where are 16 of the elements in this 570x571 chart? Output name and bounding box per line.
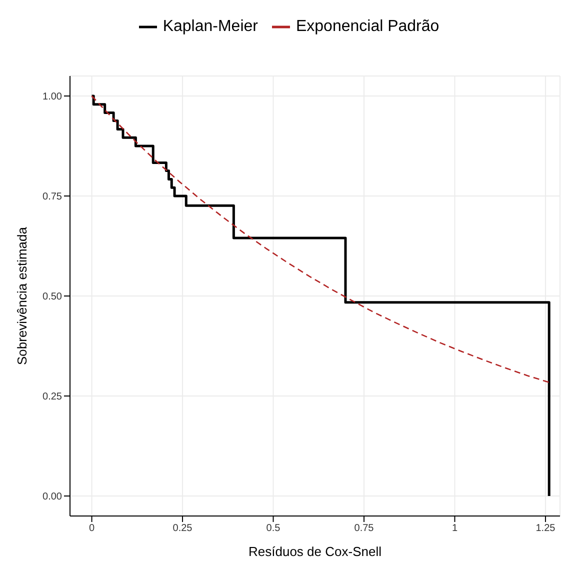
y-tick-label: 0.75 — [42, 192, 62, 203]
y-tick-label: 0.25 — [42, 392, 62, 403]
y-tick-label: 0.00 — [42, 492, 62, 503]
legend-label: Exponencial Padrão — [296, 18, 440, 36]
x-axis-title: Resíduos de Cox-Snell — [248, 544, 382, 559]
legend-label: Kaplan-Meier — [162, 18, 258, 36]
line-series — [91, 95, 550, 384]
y-tick-label: 1.00 — [42, 92, 62, 103]
x-tick-label: 0.25 — [172, 523, 193, 534]
x-tick-label: 1 — [452, 523, 458, 534]
y-tick-label: 0.50 — [42, 292, 62, 303]
y-axis-title: Sobrevivência estimada — [14, 226, 30, 366]
x-tick-label: 0 — [88, 523, 95, 534]
x-tick-label: 0.5 — [266, 523, 281, 534]
x-tick-label: 1.25 — [536, 523, 556, 534]
x-tick-label: 0.75 — [354, 523, 374, 534]
